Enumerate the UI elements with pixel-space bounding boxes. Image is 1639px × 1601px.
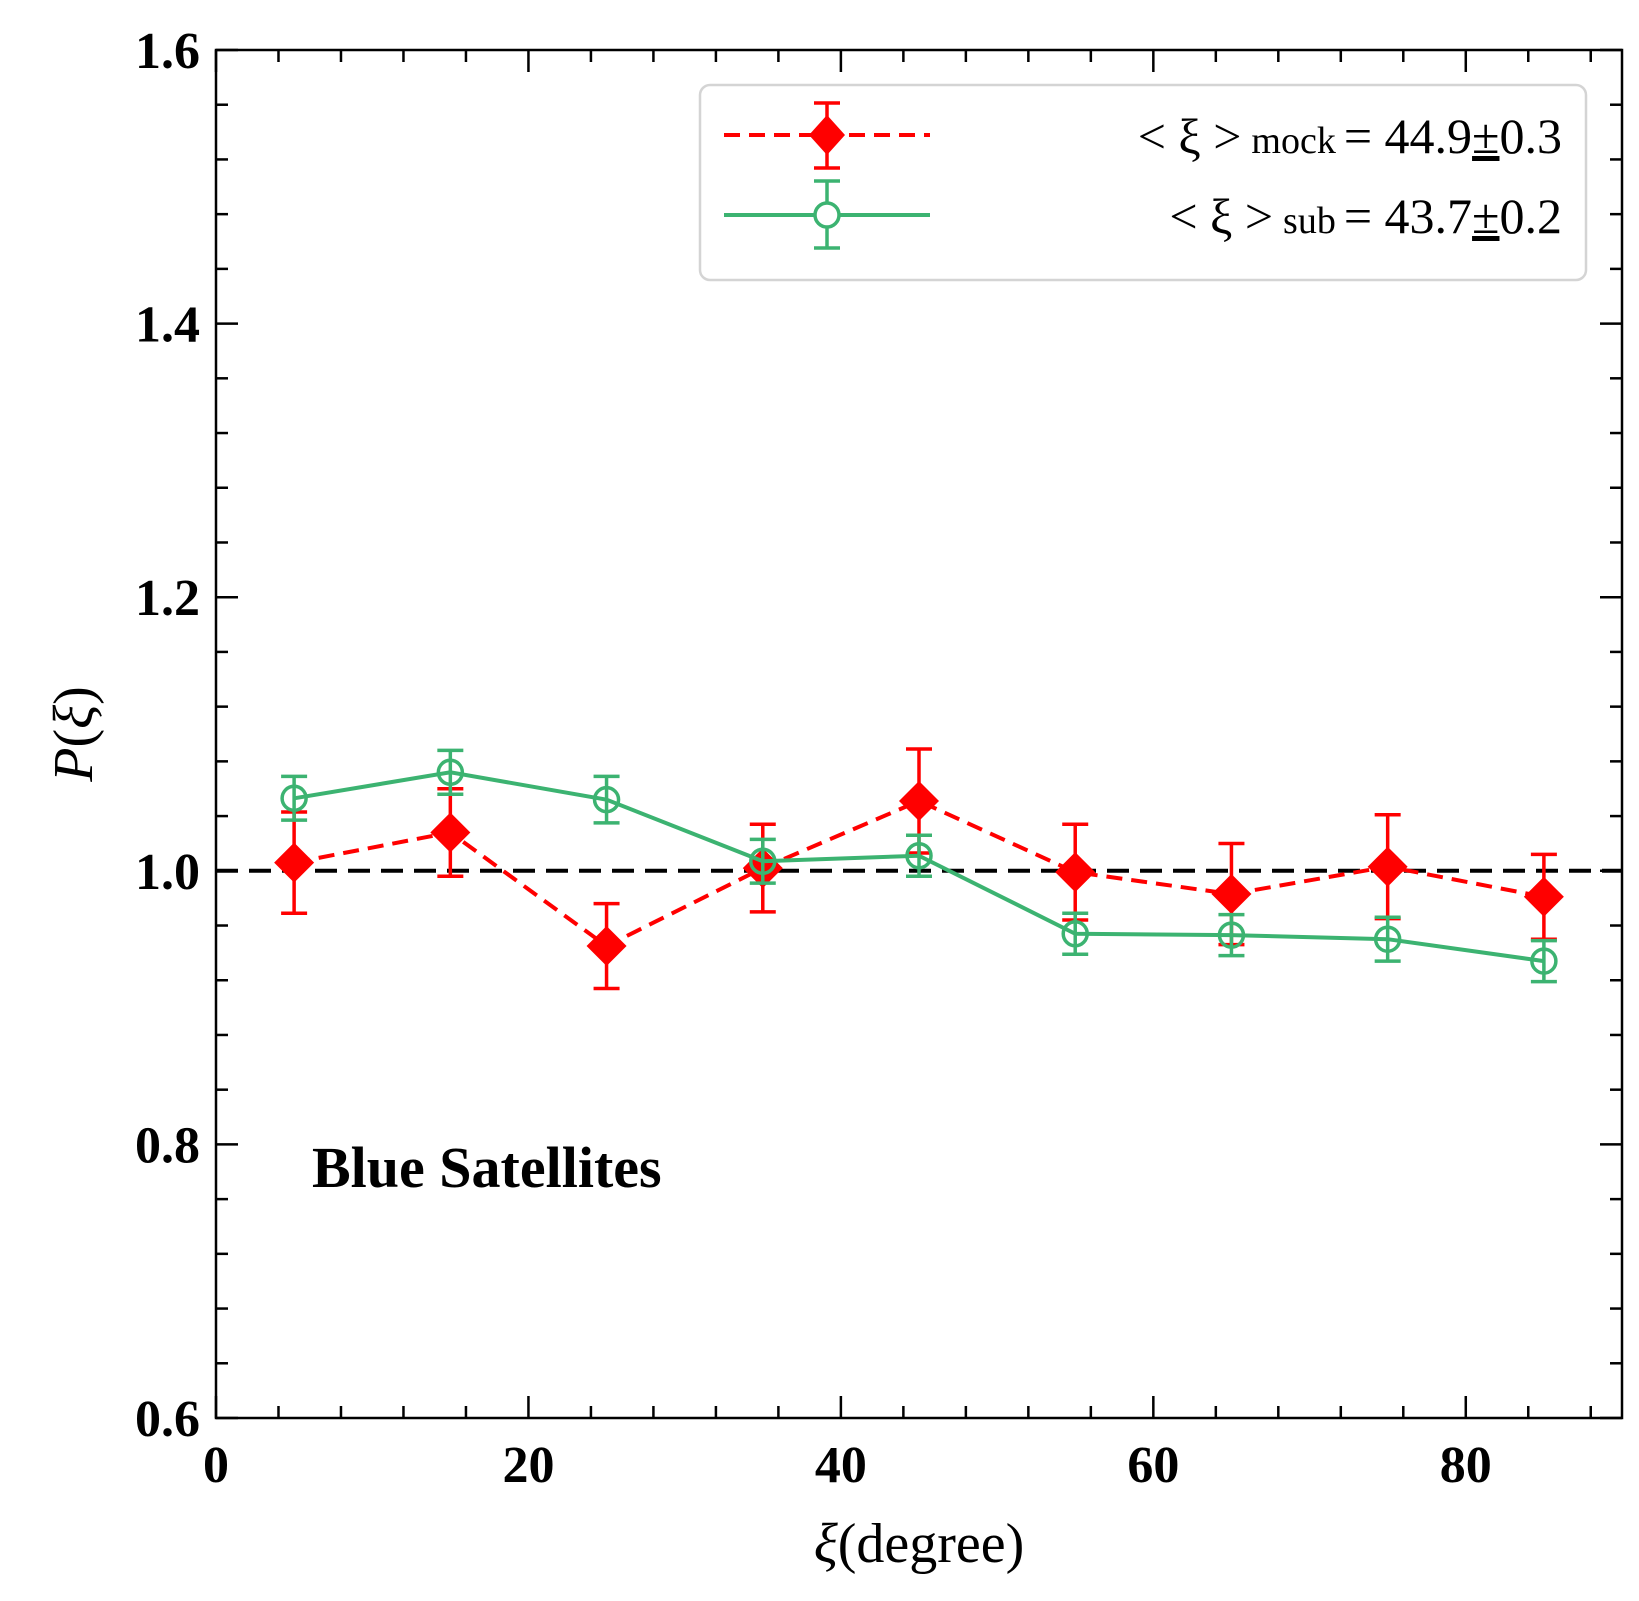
series-line-mock: [293, 798, 1545, 949]
legend: < ξ > mock = 44.9±0.3 < ξ > sub = 43.7±0.2: [698, 83, 1588, 282]
data-point-mock: [430, 812, 471, 853]
x-tick-label: 80: [1440, 1437, 1492, 1494]
legend-label-sub: < ξ > sub = 43.7±0.2: [1169, 188, 1562, 244]
y-tick-label: 0.8: [135, 1117, 200, 1174]
y-tick-label: 1.4: [135, 297, 200, 354]
annotation-blue-satellites: Blue Satellites: [312, 1135, 662, 1200]
axis-ticks: [214, 48, 1622, 1420]
data-point-sub: [436, 758, 465, 787]
data-point-mock: [899, 781, 939, 822]
data-point-mock: [586, 926, 627, 967]
data-point-sub: [1217, 921, 1246, 949]
legend-entry-sub: < ξ > sub = 43.7±0.2: [724, 179, 1562, 250]
data-point-sub: [1530, 947, 1558, 975]
x-tick-label: 20: [502, 1437, 554, 1494]
data-point-sub: [280, 784, 308, 813]
data-point-mock: [1211, 874, 1252, 915]
legend-label-mock: < ξ > mock = 44.9±0.3: [1138, 108, 1562, 164]
legend-entry-mock: < ξ > mock = 44.9±0.3: [724, 101, 1562, 170]
y-tick-label: 1.6: [135, 23, 200, 80]
y-tick-label: 1.0: [135, 844, 200, 901]
data-point-sub: [749, 847, 777, 875]
series-layer: [274, 747, 1564, 991]
data-point-sub: [1061, 919, 1089, 948]
data-point-sub: [592, 785, 621, 814]
data-point-mock: [1367, 846, 1408, 887]
series-sub: [280, 748, 1558, 984]
y-tick-label: 0.6: [135, 1391, 200, 1448]
y-axis-title: P(ξ): [43, 686, 105, 783]
tick-labels: 0 20 40 60 80 0.6 0.8 1.0 1.2 1.4 1.6: [135, 23, 1492, 1494]
legend-marker-sub: [813, 201, 841, 229]
data-point-mock: [274, 842, 315, 883]
data-point-sub: [1373, 925, 1402, 953]
data-point-mock: [1055, 852, 1096, 893]
legend-box: [698, 83, 1588, 282]
y-tick-label: 1.2: [135, 570, 200, 627]
legend-marker-mock: [809, 115, 845, 155]
x-tick-label: 0: [203, 1437, 229, 1494]
x-axis-title: ξ(degree): [814, 1513, 1025, 1575]
x-tick-label: 40: [815, 1437, 867, 1494]
data-point-mock: [1523, 876, 1564, 917]
plot-frame: [214, 48, 1624, 1420]
x-tick-label: 60: [1127, 1437, 1179, 1494]
data-point-sub: [905, 842, 933, 870]
